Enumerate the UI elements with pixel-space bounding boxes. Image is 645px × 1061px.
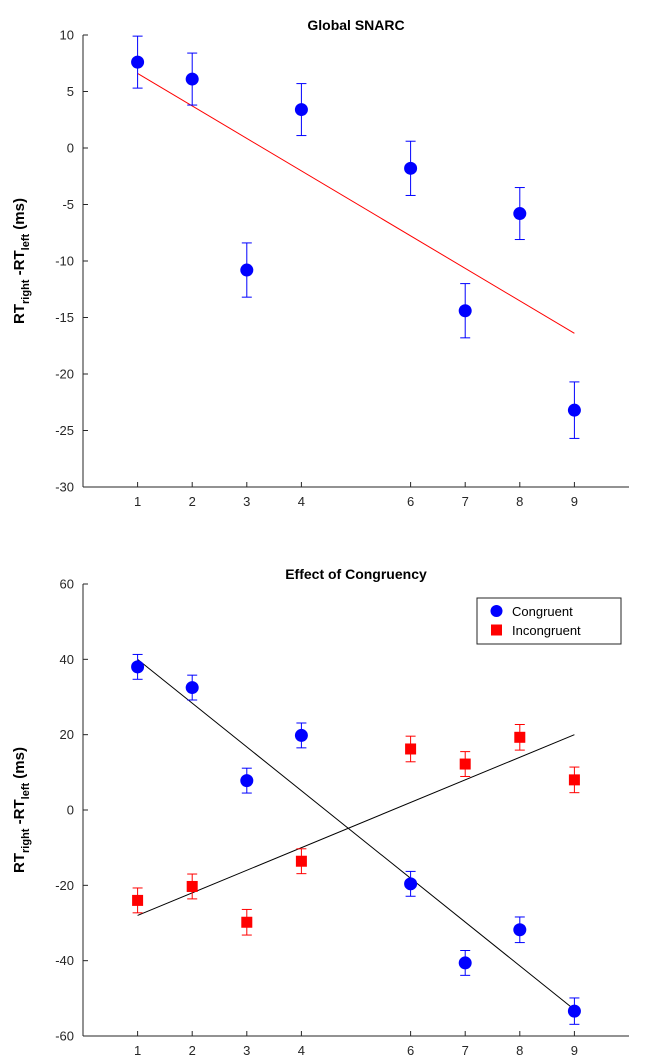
y-axis-label-part: left (20, 234, 32, 251)
y-tick-label: -20 (55, 367, 74, 382)
y-tick-label: -20 (55, 878, 74, 893)
data-point (295, 855, 307, 867)
data-point (294, 728, 308, 742)
legend-box (476, 597, 622, 645)
x-tick-label: 6 (407, 494, 414, 509)
y-tick-label: -40 (55, 953, 74, 968)
chart-title: Effect of Congruency (285, 566, 427, 582)
data-point (185, 72, 199, 86)
legend-marker (491, 624, 502, 636)
y-tick-label: -25 (55, 423, 74, 438)
x-tick-label: 9 (571, 494, 578, 509)
data-point (131, 660, 145, 674)
x-tick-label: 2 (189, 494, 196, 509)
data-point (240, 774, 254, 788)
y-tick-label: -30 (55, 480, 74, 495)
y-axis-label-part: -RT (11, 250, 28, 279)
y-tick-label: 0 (67, 141, 74, 156)
data-point (186, 880, 198, 892)
fit-line (137, 734, 575, 916)
y-tick-label: 5 (67, 84, 74, 99)
legend-label: Congruent (512, 604, 573, 619)
x-tick-label: 4 (298, 1043, 305, 1058)
data-point (132, 894, 144, 906)
x-tick-label: 7 (462, 1043, 469, 1058)
y-tick-label: 10 (60, 28, 74, 43)
data-point (458, 304, 472, 318)
y-tick-label: -60 (55, 1029, 74, 1044)
y-axis-label: RTright -RTleft (ms) (11, 198, 32, 324)
y-tick-label: 0 (67, 803, 74, 818)
y-axis-label-part: left (20, 783, 32, 800)
data-point (185, 681, 199, 695)
data-point (405, 743, 417, 755)
y-tick-label: 60 (60, 577, 74, 592)
y-tick-label: -5 (62, 197, 74, 212)
x-tick-label: 9 (571, 1043, 578, 1058)
data-point (240, 263, 254, 277)
y-axis-label: RTright -RTleft (ms) (11, 747, 32, 873)
data-point (458, 956, 472, 970)
x-tick-label: 3 (243, 494, 250, 509)
x-tick-label: 8 (516, 1043, 523, 1058)
y-axis-label-part: RT (11, 304, 28, 324)
y-tick-label: 20 (60, 727, 74, 742)
y-axis-label-part: (ms) (11, 747, 28, 783)
chart-title: Global SNARC (307, 17, 404, 33)
y-axis-label-part: RT (11, 853, 28, 873)
data-point (131, 55, 145, 69)
data-point (294, 103, 308, 117)
x-tick-label: 6 (407, 1043, 414, 1058)
x-tick-label: 7 (462, 494, 469, 509)
chart-panel-2: 60 40 20 0 -20 -40 -60 1 2 3 4 6 7 8 9 Effect of Congru… (11, 566, 629, 1058)
data-point (514, 731, 526, 743)
legend-marker (490, 605, 503, 617)
data-point (513, 207, 527, 221)
y-axis-label-part: -RT (11, 799, 28, 828)
x-tick-label: 2 (189, 1043, 196, 1058)
x-tick-label: 4 (298, 494, 305, 509)
data-point (513, 923, 527, 937)
fit-line (137, 72, 575, 334)
data-point (459, 758, 471, 770)
chart-panel-1: 10 5 0 -5 -10 -15 -20 -25 -30 1 2 3 4 6 7 8 9 Global SNAR… (11, 17, 629, 509)
y-axis-label-part: right (20, 279, 32, 304)
y-axis-label-part: (ms) (11, 198, 28, 234)
data-point (567, 403, 581, 417)
data-point (241, 916, 253, 928)
y-axis-label-part: right (20, 828, 32, 853)
y-tick-label: 40 (60, 652, 74, 667)
fit-line (137, 658, 575, 1011)
data-point (404, 161, 418, 175)
x-tick-label: 8 (516, 494, 523, 509)
y-tick-label: -10 (55, 254, 74, 269)
data-point (568, 774, 580, 786)
legend-label: Incongruent (512, 623, 581, 638)
data-point (404, 877, 418, 891)
x-tick-label: 1 (134, 1043, 141, 1058)
y-tick-label: -15 (55, 310, 74, 325)
data-point (567, 1004, 581, 1018)
x-tick-label: 1 (134, 494, 141, 509)
x-tick-label: 3 (243, 1043, 250, 1058)
